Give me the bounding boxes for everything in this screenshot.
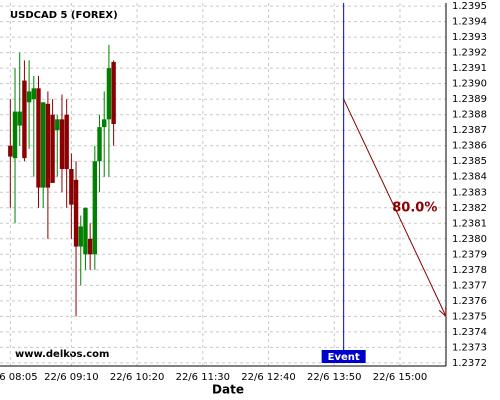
- y-tick-label: 1.2387: [452, 125, 487, 136]
- y-tick-label: 1.2392: [452, 48, 487, 59]
- candle-body: [50, 114, 55, 183]
- candle-body: [111, 61, 116, 124]
- x-tick-label: 22/6 08:05: [0, 372, 38, 383]
- y-tick-label: 1.2390: [452, 79, 487, 90]
- candle-body: [55, 119, 60, 131]
- candle-body: [40, 102, 46, 188]
- y-tick-label: 1.2381: [452, 218, 487, 229]
- x-tick-label: 22/6 11:30: [176, 372, 230, 383]
- x-tick-label: 22/6 10:20: [110, 372, 164, 383]
- y-tick-label: 1.2382: [452, 203, 487, 214]
- y-tick-label: 1.2393: [452, 32, 487, 43]
- y-tick-label: 1.2380: [452, 234, 487, 245]
- candle-body: [78, 226, 83, 247]
- candle-body: [92, 161, 98, 255]
- y-tick-label: 1.2383: [452, 187, 487, 198]
- y-tick-label: 1.2394: [452, 17, 487, 28]
- y-tick-label: 1.2384: [452, 172, 487, 183]
- candle-body: [73, 179, 79, 247]
- y-tick-label: 1.2389: [452, 94, 487, 105]
- candle-body: [97, 127, 102, 162]
- event-label: Event: [328, 352, 360, 363]
- event-box: [321, 350, 366, 363]
- candle-body: [87, 238, 93, 255]
- projection-label: 80.0%: [392, 200, 437, 215]
- candle-body: [26, 91, 32, 103]
- watermark: www.delkos.com: [15, 349, 109, 360]
- candle-body: [102, 119, 107, 128]
- y-tick-label: 1.2385: [452, 156, 487, 167]
- candle-body: [36, 88, 41, 188]
- y-tick-label: 1.2377: [452, 280, 487, 291]
- candle-body: [106, 68, 112, 120]
- y-tick-label: 1.2391: [452, 63, 487, 74]
- y-tick-label: 1.2395: [452, 1, 487, 12]
- y-tick-label: 1.2378: [452, 265, 487, 276]
- candle-body: [83, 207, 88, 255]
- arrow-head: [438, 307, 447, 318]
- y-tick-label: 1.2373: [452, 342, 487, 353]
- y-tick-label: 1.2376: [452, 296, 487, 307]
- x-axis-label: Date: [212, 383, 244, 397]
- x-tick-label: 22/6 15:00: [373, 372, 427, 383]
- candle-body: [45, 103, 51, 188]
- candle-body: [64, 114, 69, 169]
- candle-body: [12, 111, 18, 159]
- x-tick-label: 22/6 12:40: [241, 372, 295, 383]
- projection-arrow: [343, 98, 447, 317]
- candle-body: [17, 111, 22, 126]
- candle-body: [59, 119, 65, 169]
- candle-body: [8, 145, 13, 157]
- candle-body: [69, 168, 74, 205]
- y-tick-label: 1.2388: [452, 110, 487, 121]
- candle-body: [31, 88, 37, 100]
- x-tick-label: 22/6 13:50: [307, 372, 361, 383]
- y-tick-label: 1.2379: [452, 249, 487, 260]
- y-tick-label: 1.2386: [452, 141, 487, 152]
- y-tick-label: 1.2374: [452, 327, 487, 338]
- chart-title: USDCAD 5 (FOREX): [10, 10, 118, 21]
- x-tick-label: 22/6 09:10: [44, 372, 98, 383]
- y-tick-label: 1.2372: [452, 358, 487, 369]
- y-tick-label: 1.2375: [452, 311, 487, 322]
- candle-body: [22, 80, 27, 159]
